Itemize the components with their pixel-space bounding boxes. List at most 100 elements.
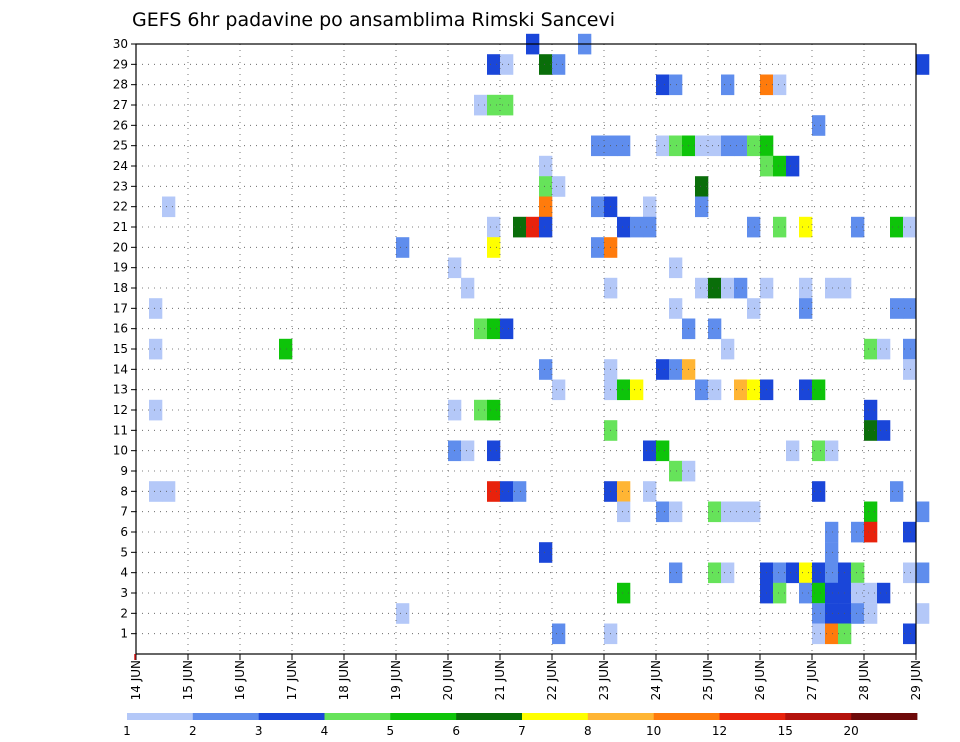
x-tick-label: 27 JUN (805, 660, 819, 700)
colorbar-label: 7 (518, 724, 526, 738)
precip-cell (825, 582, 839, 604)
precip-cell (656, 74, 670, 96)
precip-cell (812, 481, 826, 502)
precip-cell (916, 54, 930, 75)
precip-cell (903, 338, 917, 360)
y-tick-label: 17 (113, 301, 128, 315)
precip-cell (812, 379, 826, 401)
colorbar-swatch (522, 713, 589, 720)
y-tick-label: 22 (113, 200, 128, 214)
precip-cell (539, 155, 553, 177)
colorbar-label: 10 (646, 724, 661, 738)
precip-cell (669, 74, 683, 96)
y-tick-label: 25 (113, 139, 128, 153)
precip-cell (487, 237, 501, 258)
precip-cell (617, 135, 631, 157)
precip-cell (786, 155, 800, 177)
y-tick-label: 11 (113, 423, 128, 437)
precip-cell (812, 623, 826, 645)
x-tick-label: 25 JUN (701, 660, 715, 700)
y-tick-label: 23 (113, 179, 128, 193)
precip-cell (851, 582, 865, 604)
y-tick-label: 28 (113, 78, 128, 92)
colorbar-swatch (258, 713, 325, 720)
precip-cell (903, 623, 917, 645)
precip-cell (591, 196, 605, 218)
precip-cell (539, 176, 553, 197)
colorbar-swatch (587, 713, 654, 720)
precip-cell (799, 216, 813, 238)
precip-cell (903, 298, 917, 319)
colorbar: 1 2 3 4 5 6 7 8 10 12 15 20 (123, 713, 918, 738)
precip-cell (591, 135, 605, 157)
precip-cell (890, 216, 904, 238)
precip-cell (877, 420, 891, 441)
precip-cell (669, 501, 683, 523)
precip-cell (643, 481, 657, 502)
precip-cell (617, 481, 631, 502)
y-tick-label: 3 (120, 586, 128, 600)
precip-cell (539, 359, 553, 380)
colorbar-swatch (127, 713, 194, 720)
precip-cell (747, 298, 761, 319)
precip-cell (656, 135, 670, 157)
precip-cell (500, 481, 514, 502)
precip-cell (643, 440, 657, 462)
y-tick-label: 14 (113, 362, 128, 376)
precip-cell (487, 440, 501, 462)
precip-cell (864, 603, 878, 624)
axes-layer: 1234567891011121314151617181920212223242… (113, 37, 923, 700)
precip-cell (734, 379, 748, 401)
precip-cell (773, 562, 787, 584)
precip-cell (669, 460, 683, 482)
precip-cell (461, 440, 475, 462)
colorbar-label: 20 (844, 724, 859, 738)
y-tick-label: 24 (113, 159, 128, 173)
precip-cell (396, 603, 410, 624)
precip-cell (812, 562, 826, 584)
precip-cell (695, 196, 709, 218)
precip-cell (773, 582, 787, 604)
precip-cell (812, 440, 826, 462)
colorbar-swatch (456, 713, 523, 720)
precip-cell (708, 135, 722, 157)
precip-cell (786, 562, 800, 584)
y-tick-label: 10 (113, 444, 128, 458)
precip-cell (630, 379, 644, 401)
precip-cell (474, 94, 488, 116)
y-tick-label: 9 (120, 464, 128, 478)
x-tick-label: 17 JUN (285, 660, 299, 700)
precip-cell (487, 399, 501, 421)
precip-cell (747, 135, 761, 157)
chart-title: GEFS 6hr padavine po ansamblima Rimski S… (132, 9, 615, 31)
precip-cell (721, 501, 735, 523)
precip-cell (617, 501, 631, 523)
precip-cell (734, 277, 748, 299)
colorbar-label: 15 (778, 724, 793, 738)
colorbar-label: 6 (452, 724, 460, 738)
colorbar-swatch (324, 713, 391, 720)
precip-cell (617, 216, 631, 238)
y-tick-label: 4 (120, 566, 128, 580)
precip-cell (149, 338, 163, 360)
y-tick-label: 26 (113, 118, 128, 132)
y-tick-label: 15 (113, 342, 128, 356)
y-tick-label: 16 (113, 322, 128, 336)
precip-cell (487, 54, 501, 75)
precip-cell (851, 562, 865, 584)
precip-cell (825, 603, 839, 624)
precip-cell (851, 521, 865, 543)
y-tick-label: 12 (113, 403, 128, 417)
precip-cell (851, 216, 865, 238)
precip-cell (591, 237, 605, 258)
precip-cell (799, 562, 813, 584)
precip-cell (864, 521, 878, 543)
y-tick-label: 8 (120, 484, 128, 498)
precip-cell (890, 481, 904, 502)
grid-layer (136, 43, 916, 654)
precip-cell (708, 277, 722, 299)
x-tick-label: 24 JUN (649, 660, 663, 700)
colorbar-label: 2 (189, 724, 197, 738)
precip-cell (825, 542, 839, 563)
precip-cell (877, 582, 891, 604)
